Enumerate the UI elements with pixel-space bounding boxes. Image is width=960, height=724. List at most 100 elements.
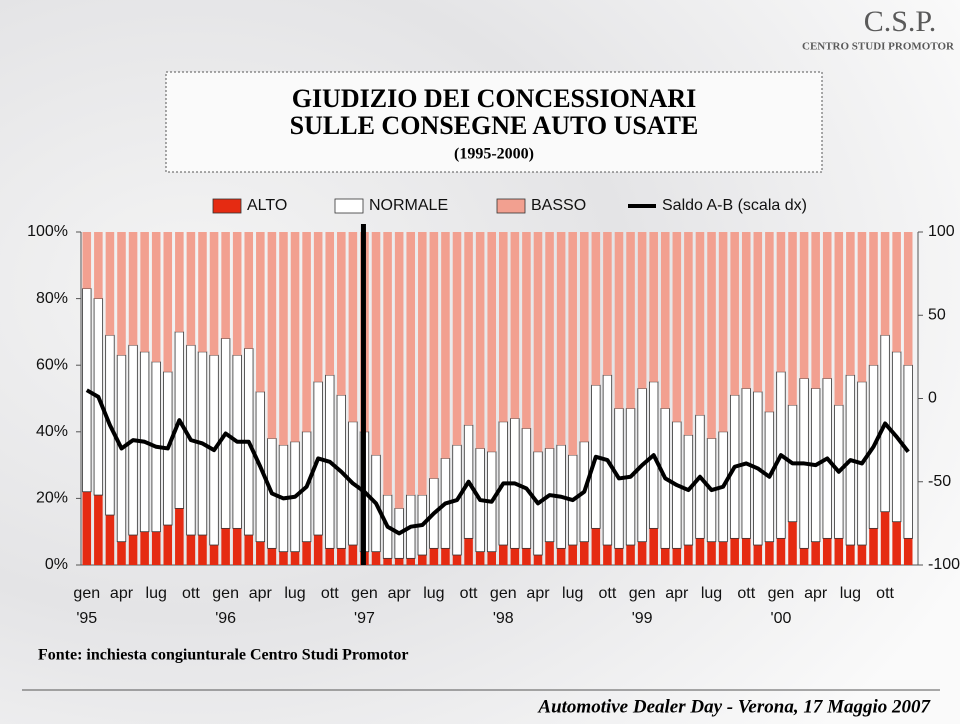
- bar-segment: [429, 232, 439, 479]
- x-year-label: '97: [354, 610, 375, 627]
- y-tick-label: 100%: [27, 223, 68, 240]
- bar-segment: [730, 232, 739, 396]
- bar-segment: [695, 538, 705, 565]
- bar-segment: [337, 548, 346, 565]
- bar-segment: [383, 232, 392, 496]
- x-tick-label: gen: [351, 585, 378, 602]
- bar-segment: [209, 232, 219, 356]
- bar-segment: [452, 555, 462, 565]
- bar-segment: [232, 528, 242, 565]
- bar-segment: [603, 545, 612, 565]
- bar-segment: [637, 232, 647, 389]
- x-tick-label: ott: [599, 585, 617, 602]
- saldo-line: [85, 388, 910, 536]
- bar-segment: [151, 531, 161, 565]
- bar-segment: [232, 232, 242, 356]
- bar-segment: [117, 541, 126, 565]
- bar-segment: [441, 232, 450, 459]
- bar-segment: [441, 548, 450, 565]
- bar-segment: [256, 541, 265, 565]
- bar-segment: [846, 545, 855, 565]
- bar-segment: [418, 555, 427, 565]
- bar-segment: [475, 551, 485, 565]
- bar-segment: [290, 551, 300, 565]
- bar-segment: [788, 232, 797, 406]
- y-tick-label: 60%: [36, 356, 68, 373]
- bar-segment: [302, 232, 311, 432]
- chart-title: GIUDIZIO DEI CONCESSIONARI: [292, 84, 697, 113]
- bar-segment: [649, 232, 658, 382]
- bar-segment: [510, 232, 520, 419]
- x-tick-label: apr: [665, 585, 689, 602]
- source: Fonte: inchiesta congiunturale Centro St…: [38, 647, 409, 664]
- x-tick-label: lug: [284, 585, 305, 602]
- bar-segment: [406, 558, 416, 565]
- bar-segment: [290, 232, 300, 442]
- x-year-label: '95: [76, 610, 97, 627]
- x-year-label: '98: [493, 610, 514, 627]
- x-year-label: '00: [771, 610, 792, 627]
- bar-segment: [707, 232, 716, 439]
- bar-segment: [198, 232, 207, 352]
- bar-segment: [325, 232, 335, 376]
- bar-segment: [637, 541, 647, 565]
- bar-segment: [591, 232, 601, 386]
- x-tick-label: ott: [182, 585, 200, 602]
- bar-segment: [660, 548, 670, 565]
- logo-title: C.S.P.: [864, 5, 937, 38]
- x-tick-label: apr: [526, 585, 550, 602]
- bar-segment: [163, 232, 173, 372]
- bar-segment: [545, 232, 554, 449]
- bar-segment: [186, 232, 196, 346]
- bar-segment: [198, 535, 207, 565]
- bar-segment: [221, 232, 230, 339]
- bar-segment: [105, 515, 115, 565]
- bar-segment: [499, 232, 508, 422]
- bar-segment: [394, 232, 404, 509]
- bar-segment: [892, 232, 901, 352]
- bar-segment: [348, 545, 358, 565]
- bar-segment: [857, 232, 867, 382]
- y2-tick-label: -50: [928, 473, 951, 490]
- x-tick-label: lug: [562, 585, 583, 602]
- bar-segment: [776, 232, 786, 372]
- bar-segment: [753, 232, 763, 392]
- bar-segment: [695, 232, 705, 416]
- bar-segment: [603, 232, 612, 376]
- bar-segment: [846, 232, 855, 376]
- bar-segment: [892, 521, 901, 565]
- bar-segment: [788, 521, 797, 565]
- bar-segment: [660, 232, 670, 409]
- bar-segment: [371, 551, 381, 565]
- bar-segment: [325, 548, 335, 565]
- x-tick-label: gen: [629, 585, 656, 602]
- bar-segment: [903, 232, 913, 366]
- bar-segment: [371, 232, 381, 456]
- y2-tick-label: -100: [928, 556, 960, 573]
- bar-segment: [533, 555, 543, 565]
- bar-segment: [834, 232, 844, 406]
- x-tick-label: lug: [840, 585, 861, 602]
- bar-segment: [579, 232, 589, 442]
- bar-segment: [822, 232, 832, 379]
- bar-segment: [545, 541, 554, 565]
- bar-segment: [383, 558, 392, 565]
- bar-segment: [313, 232, 323, 382]
- bar-segment: [869, 232, 878, 366]
- x-tick-label: apr: [388, 585, 412, 602]
- y2-tick-label: 100: [928, 223, 955, 240]
- bar-segment: [591, 528, 601, 565]
- x-tick-label: apr: [249, 585, 273, 602]
- bar-segment: [429, 548, 439, 565]
- bar-segment: [799, 232, 809, 379]
- bar-segment: [452, 232, 462, 446]
- bar-segment: [313, 535, 323, 565]
- bar-segment: [487, 232, 496, 452]
- bar-segment: [741, 232, 751, 389]
- x-tick-label: ott: [876, 585, 894, 602]
- bar-segment: [799, 548, 809, 565]
- bar-segment: [718, 232, 728, 432]
